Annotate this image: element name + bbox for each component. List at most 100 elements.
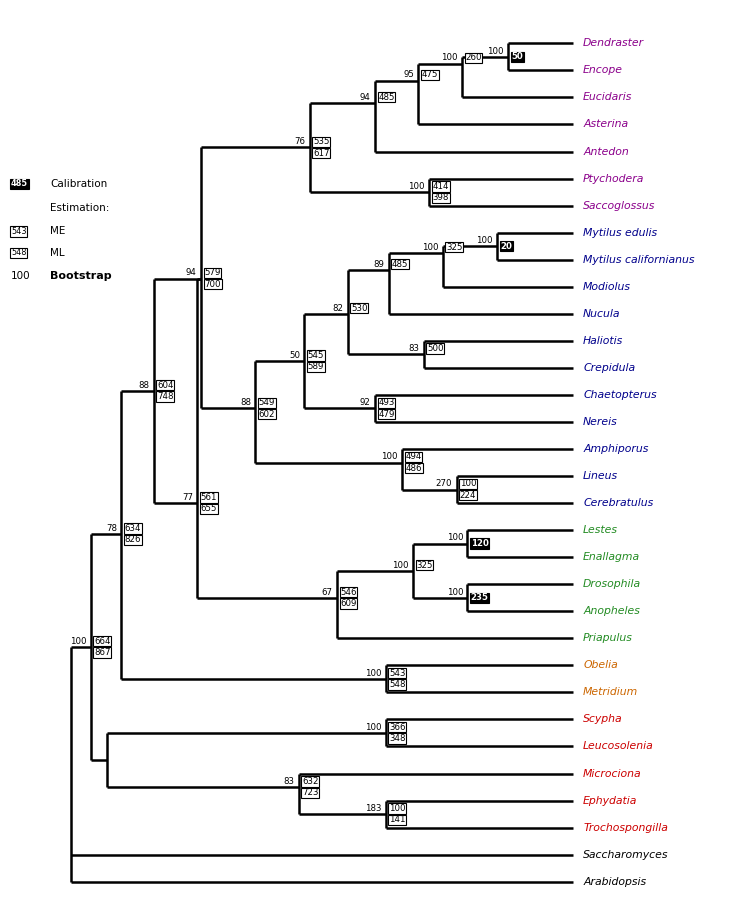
Text: 579: 579 xyxy=(205,269,220,277)
Text: 548: 548 xyxy=(11,249,26,258)
Text: ML: ML xyxy=(50,248,64,258)
Text: 602: 602 xyxy=(259,409,275,418)
Text: 50: 50 xyxy=(289,351,300,360)
Text: 486: 486 xyxy=(406,463,422,472)
Text: 530: 530 xyxy=(351,304,368,313)
Text: Chaetopterus: Chaetopterus xyxy=(583,390,657,400)
Text: 94: 94 xyxy=(186,269,196,277)
Text: 100: 100 xyxy=(389,804,406,813)
Text: 88: 88 xyxy=(240,398,251,408)
Text: Ephydatia: Ephydatia xyxy=(583,796,638,806)
Text: Arabidopsis: Arabidopsis xyxy=(583,876,646,886)
Text: 475: 475 xyxy=(422,70,438,79)
Text: 325: 325 xyxy=(446,242,463,251)
Text: 83: 83 xyxy=(409,344,419,353)
Text: 609: 609 xyxy=(340,599,356,608)
Text: Mytilus californianus: Mytilus californianus xyxy=(583,255,694,265)
Text: 270: 270 xyxy=(436,480,452,489)
Text: 348: 348 xyxy=(389,735,406,744)
Text: 617: 617 xyxy=(313,149,329,158)
Text: 83: 83 xyxy=(284,777,295,786)
Text: 543: 543 xyxy=(389,669,406,678)
Text: 500: 500 xyxy=(427,344,444,353)
Text: 67: 67 xyxy=(322,587,332,596)
Text: Estimation:: Estimation: xyxy=(50,203,110,214)
Text: Antedon: Antedon xyxy=(583,146,628,156)
Text: 414: 414 xyxy=(433,182,449,191)
Text: 548: 548 xyxy=(389,680,406,689)
Text: 100: 100 xyxy=(365,723,382,732)
Text: Amphiporus: Amphiporus xyxy=(583,444,649,454)
Text: 183: 183 xyxy=(365,804,382,813)
Text: Eucidaris: Eucidaris xyxy=(583,92,632,102)
Text: Trochospongilla: Trochospongilla xyxy=(583,823,668,832)
Text: 50: 50 xyxy=(512,52,524,61)
Text: 77: 77 xyxy=(182,493,193,502)
Text: 748: 748 xyxy=(157,392,173,401)
Text: 100: 100 xyxy=(11,271,31,281)
Text: Cerebratulus: Cerebratulus xyxy=(583,498,653,508)
Text: 100: 100 xyxy=(441,54,458,63)
Text: 100: 100 xyxy=(381,453,398,462)
Text: 92: 92 xyxy=(360,398,370,408)
Text: 94: 94 xyxy=(360,92,370,101)
Text: 100: 100 xyxy=(446,533,463,542)
Text: 543: 543 xyxy=(11,227,26,236)
Text: Calibration: Calibration xyxy=(50,179,107,189)
Text: 632: 632 xyxy=(302,777,319,786)
Text: Lineus: Lineus xyxy=(583,471,618,481)
Text: 723: 723 xyxy=(302,788,319,797)
Text: Microciona: Microciona xyxy=(583,769,642,779)
Text: 546: 546 xyxy=(340,587,357,596)
Text: 325: 325 xyxy=(416,560,433,569)
Text: Saccharomyces: Saccharomyces xyxy=(583,850,668,859)
Text: 100: 100 xyxy=(392,560,409,569)
Text: 634: 634 xyxy=(124,524,141,533)
Text: 100: 100 xyxy=(488,47,504,56)
Text: 485: 485 xyxy=(392,260,408,269)
Text: 826: 826 xyxy=(124,535,141,544)
Text: 78: 78 xyxy=(106,524,117,533)
Text: 535: 535 xyxy=(313,137,329,146)
Text: 260: 260 xyxy=(465,54,482,63)
Text: 604: 604 xyxy=(157,381,173,390)
Text: Modiolus: Modiolus xyxy=(583,282,631,292)
Text: Asterina: Asterina xyxy=(583,119,628,129)
Text: 485: 485 xyxy=(11,180,28,189)
Text: 867: 867 xyxy=(94,648,110,657)
Text: 100: 100 xyxy=(460,480,476,489)
Text: Encope: Encope xyxy=(583,66,623,75)
Text: 100: 100 xyxy=(446,587,463,596)
Text: 398: 398 xyxy=(433,193,449,202)
Text: 100: 100 xyxy=(422,242,439,251)
Text: 100: 100 xyxy=(70,637,86,646)
Text: 235: 235 xyxy=(471,594,488,603)
Text: 89: 89 xyxy=(374,260,384,269)
Text: 76: 76 xyxy=(295,137,305,146)
Text: Saccoglossus: Saccoglossus xyxy=(583,200,656,211)
Text: Metridium: Metridium xyxy=(583,687,638,698)
Text: Dendraster: Dendraster xyxy=(583,39,644,48)
Text: 493: 493 xyxy=(378,398,394,408)
Text: 655: 655 xyxy=(200,505,217,514)
Text: 700: 700 xyxy=(205,280,221,289)
Text: 100: 100 xyxy=(409,182,425,191)
Text: 485: 485 xyxy=(378,92,394,101)
Text: 664: 664 xyxy=(94,637,110,646)
Text: 20: 20 xyxy=(500,242,512,251)
Text: Enallagma: Enallagma xyxy=(583,552,640,562)
Text: 224: 224 xyxy=(460,490,476,500)
Text: Drosophila: Drosophila xyxy=(583,579,641,589)
Text: Crepidula: Crepidula xyxy=(583,363,635,373)
Text: 479: 479 xyxy=(378,409,394,418)
Text: 545: 545 xyxy=(308,351,324,360)
Text: Nucula: Nucula xyxy=(583,309,620,319)
Text: Lestes: Lestes xyxy=(583,525,618,535)
Text: Priapulus: Priapulus xyxy=(583,633,633,643)
Text: ME: ME xyxy=(50,226,65,236)
Text: Anopheles: Anopheles xyxy=(583,606,640,616)
Text: 88: 88 xyxy=(139,381,149,390)
Text: Scypha: Scypha xyxy=(583,715,622,725)
Text: 589: 589 xyxy=(308,362,324,371)
Text: 494: 494 xyxy=(406,453,422,462)
